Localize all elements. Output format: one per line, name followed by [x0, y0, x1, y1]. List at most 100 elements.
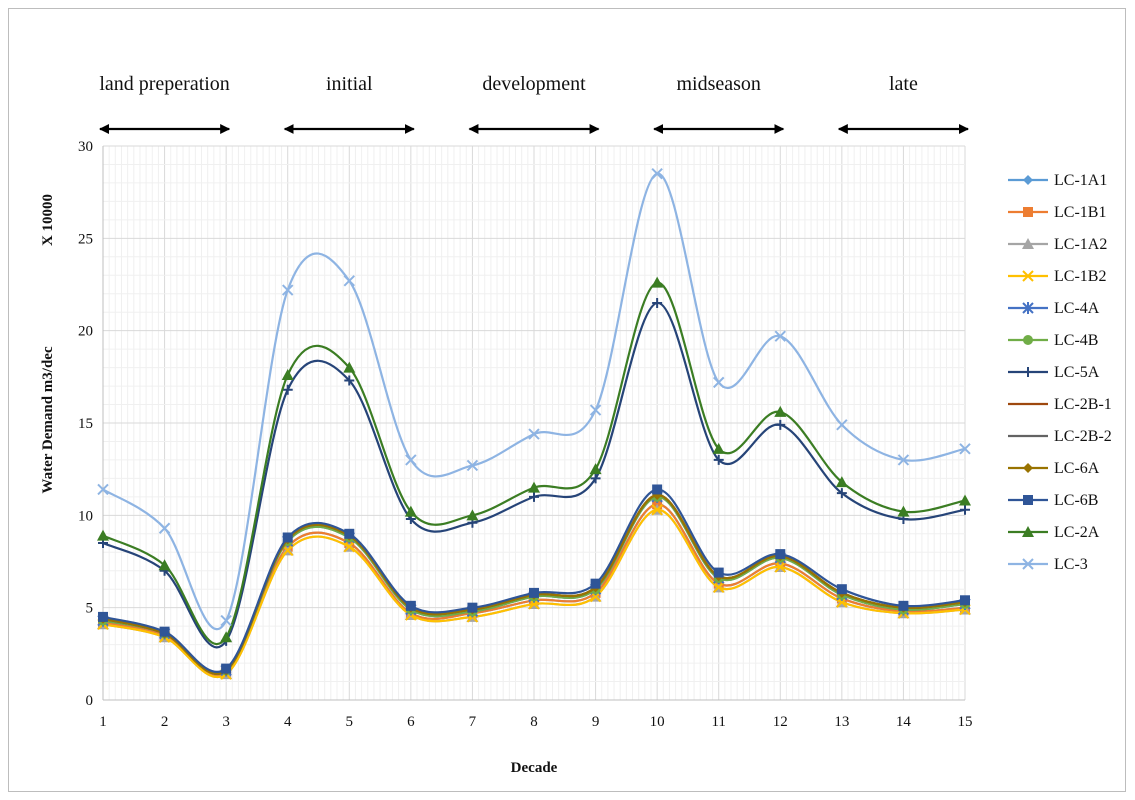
- data-point: [897, 505, 910, 517]
- data-point: [220, 614, 232, 627]
- data-point: [97, 529, 109, 541]
- legend-label: LC-2A: [1054, 524, 1100, 541]
- data-point: [774, 405, 787, 417]
- x-tick-label: 9: [592, 714, 600, 730]
- x-tick-label: 4: [284, 714, 292, 730]
- data-point: [713, 376, 725, 389]
- data-point: [1023, 175, 1033, 185]
- data-point: [404, 505, 417, 517]
- data-point: [590, 578, 601, 589]
- data-point: [158, 559, 171, 571]
- x-tick-label: 1: [99, 714, 107, 730]
- data-point: [97, 483, 109, 496]
- series-layer: [97, 167, 971, 680]
- x-tick-label: 14: [896, 714, 912, 730]
- stage-label: late: [889, 73, 918, 95]
- x-tick-label: 7: [469, 714, 477, 730]
- legend-label: LC-1A1: [1054, 172, 1107, 189]
- data-point: [343, 361, 356, 373]
- stage-label: midseason: [676, 73, 760, 95]
- data-point: [960, 504, 970, 515]
- data-point: [344, 375, 355, 386]
- legend-item: LC-6A: [1008, 460, 1100, 477]
- legend-item: LC-1A2: [1008, 236, 1107, 253]
- x-tick-label: 15: [958, 714, 973, 730]
- data-point: [774, 561, 786, 573]
- y-tick-label: 20: [78, 324, 93, 340]
- data-point: [529, 491, 539, 502]
- y-tick-label: 30: [78, 139, 93, 155]
- data-point: [466, 509, 479, 521]
- data-point: [590, 473, 601, 484]
- data-point: [528, 481, 540, 493]
- y-tick-label: 15: [78, 416, 93, 432]
- x-tick-label: 11: [711, 714, 725, 730]
- data-point: [589, 463, 602, 475]
- x-tick-label: 2: [161, 714, 169, 730]
- legend-label: LC-1B2: [1054, 268, 1106, 285]
- data-point: [281, 368, 294, 380]
- legend-label: LC-1B1: [1054, 204, 1106, 221]
- legend-item: LC-4A: [1008, 300, 1100, 317]
- data-point: [282, 384, 293, 395]
- data-point: [282, 532, 293, 543]
- x-tick-label: 3: [222, 714, 230, 730]
- grid-layer: [102, 145, 966, 701]
- data-point: [713, 581, 725, 594]
- series-LC-2A: [97, 276, 971, 646]
- x-tick-label: 8: [530, 714, 538, 730]
- legend-label: LC-6A: [1054, 460, 1100, 477]
- data-point: [1022, 238, 1034, 249]
- x-tick-label: 5: [346, 714, 354, 730]
- series-LC-3: [97, 167, 971, 631]
- data-point: [528, 428, 540, 440]
- stage-label: initial: [326, 73, 373, 95]
- data-point: [835, 476, 848, 488]
- legend-item: LC-3: [1008, 556, 1088, 573]
- data-point: [220, 631, 233, 643]
- data-point: [405, 454, 417, 466]
- legend-item: LC-1B1: [1008, 204, 1106, 221]
- data-point: [959, 494, 971, 506]
- y-multiplier-label: X 10000: [40, 194, 56, 246]
- y-tick-label: 10: [78, 508, 93, 524]
- data-point: [158, 522, 171, 534]
- data-point: [652, 484, 663, 495]
- legend-item: LC-2B-1: [1008, 396, 1112, 413]
- data-point: [589, 404, 602, 416]
- legend-item: LC-2A: [1008, 524, 1100, 541]
- legend-item: LC-1B2: [1008, 268, 1106, 285]
- data-point: [713, 454, 724, 465]
- data-point: [651, 276, 664, 288]
- data-point: [712, 442, 725, 454]
- x-tick-label: 13: [834, 714, 849, 730]
- data-point: [405, 600, 416, 611]
- data-point: [774, 330, 786, 342]
- stage-label: development: [482, 73, 586, 95]
- x-axis-title: Decade: [511, 760, 558, 776]
- series-LC-6B: [98, 484, 970, 674]
- legend-label: LC-2B-1: [1054, 396, 1112, 413]
- data-point: [159, 626, 170, 637]
- legend: LC-1A1 LC-1B1 LC-1A2 LC-1B2 LC-4A LC-4B LC-5A L…: [1008, 172, 1112, 573]
- data-point: [836, 584, 847, 595]
- data-point: [98, 611, 108, 622]
- data-point: [836, 419, 848, 431]
- legend-item: LC-5A: [1008, 364, 1100, 381]
- y-tick-label: 5: [86, 601, 94, 617]
- data-point: [651, 167, 663, 180]
- data-point: [1022, 558, 1034, 570]
- data-point: [282, 284, 294, 296]
- data-point: [529, 587, 539, 598]
- data-point: [960, 595, 970, 606]
- legend-item: LC-4B: [1008, 332, 1098, 349]
- data-point: [1022, 302, 1034, 314]
- legend-label: LC-3: [1054, 556, 1088, 573]
- x-tick-label: 12: [773, 714, 788, 730]
- data-point: [1023, 463, 1033, 473]
- y-tick-label: 0: [86, 693, 94, 709]
- legend-item: LC-1A1: [1008, 172, 1107, 189]
- legend-item: LC-2B-2: [1008, 428, 1112, 445]
